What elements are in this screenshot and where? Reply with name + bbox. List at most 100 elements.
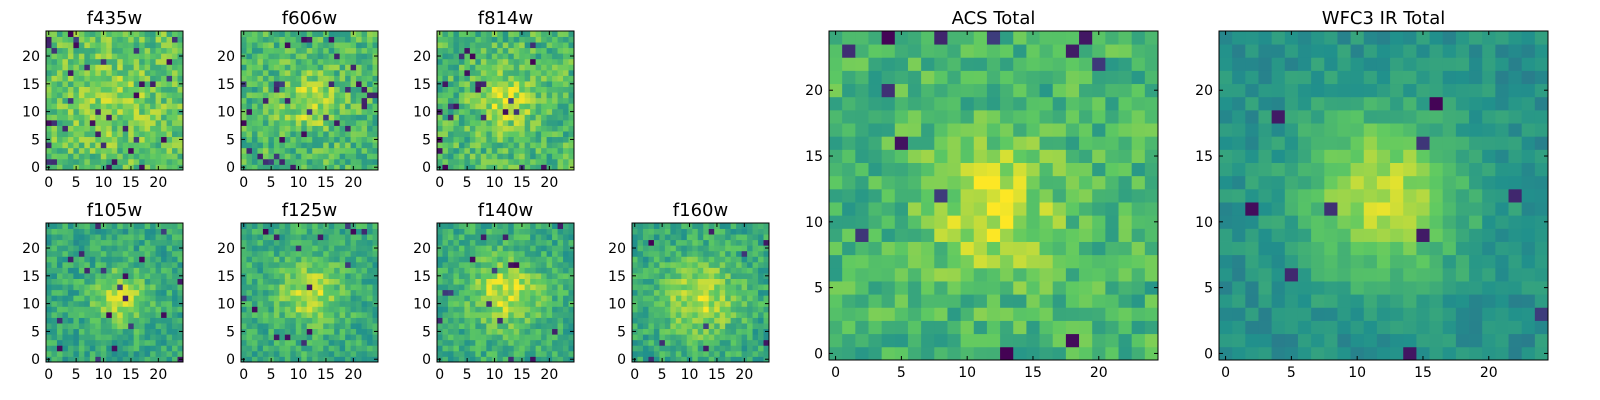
heatmap-cell <box>279 114 286 121</box>
y-tick-label: 0 <box>226 160 235 176</box>
heatmap-cell <box>648 289 655 296</box>
heatmap-cell <box>312 92 319 99</box>
heatmap-cell <box>464 328 471 335</box>
heatmap-cell <box>453 97 460 104</box>
heatmap-cell <box>56 153 63 160</box>
heatmap-cell <box>708 278 715 285</box>
heatmap-cell <box>469 345 476 352</box>
heatmap-cell <box>155 295 162 302</box>
heatmap-cell <box>328 58 335 65</box>
heatmap-cell <box>697 223 704 229</box>
heatmap-cell <box>73 108 80 115</box>
heatmap-cell <box>257 328 264 335</box>
heatmap-cell <box>150 136 156 143</box>
heatmap-cell <box>334 147 341 154</box>
heatmap-cell <box>881 346 896 361</box>
heatmap-cell <box>686 339 693 346</box>
heatmap-cell <box>530 86 537 93</box>
heatmap-cell <box>117 158 124 165</box>
heatmap-cell <box>290 250 297 257</box>
heatmap-cell <box>372 223 379 229</box>
heatmap-cell <box>1079 175 1093 190</box>
heatmap-cell <box>89 267 96 274</box>
heatmap-cell <box>334 92 341 99</box>
heatmap-cell <box>89 114 96 121</box>
heatmap-cell <box>524 75 531 82</box>
heatmap-cell <box>117 147 124 154</box>
heatmap-cell <box>117 334 124 341</box>
heatmap-cell <box>568 228 575 235</box>
heatmap-cell <box>62 328 69 335</box>
heatmap-cell <box>95 328 102 335</box>
heatmap-cell <box>681 289 688 296</box>
heatmap-cell <box>637 311 644 318</box>
heatmap-cell <box>301 273 308 279</box>
heatmap-cell <box>725 311 732 318</box>
heatmap-cell <box>530 289 537 296</box>
heatmap-cell <box>469 300 476 307</box>
heatmap-cell <box>497 223 504 229</box>
heatmap-cell <box>339 239 346 246</box>
heatmap-cell <box>681 317 688 324</box>
heatmap-cell <box>934 254 948 269</box>
heatmap-cell <box>172 350 178 357</box>
heatmap-cell <box>708 306 715 313</box>
heatmap-cell <box>535 114 542 121</box>
heatmap-cell <box>747 356 753 363</box>
heatmap-cell <box>139 97 146 104</box>
heatmap-cell <box>736 239 742 246</box>
heatmap-cell <box>144 58 151 65</box>
heatmap-cell <box>301 108 308 115</box>
heatmap-cell <box>56 58 63 65</box>
heatmap-cell <box>535 256 542 263</box>
heatmap-cell <box>144 36 151 43</box>
heatmap-cell <box>257 295 264 302</box>
heatmap-cell <box>89 164 96 171</box>
heatmap-cell <box>150 47 156 54</box>
heatmap-cell <box>447 278 454 285</box>
heatmap-cell <box>437 119 443 126</box>
heatmap-cell <box>475 339 482 346</box>
heatmap-cell <box>475 108 482 115</box>
heatmap-cell <box>513 64 520 71</box>
heatmap-cell <box>323 284 330 291</box>
heatmap-cell <box>469 356 476 363</box>
heatmap-cell <box>350 317 357 324</box>
heatmap-cell <box>301 58 308 65</box>
heatmap-cell <box>486 81 493 87</box>
heatmap-cell <box>161 239 167 246</box>
heatmap-cell <box>84 317 91 324</box>
heatmap-cell <box>881 215 896 229</box>
heatmap-cell <box>1052 346 1067 361</box>
heatmap-cell <box>535 245 542 252</box>
heatmap-cell <box>161 234 167 241</box>
heatmap-cell <box>78 142 85 149</box>
heatmap-cell <box>563 86 569 93</box>
heatmap-cell <box>497 119 504 126</box>
heatmap-cell <box>301 136 308 143</box>
heatmap-cell <box>921 333 935 348</box>
heatmap-cell <box>246 261 253 268</box>
heatmap-cell <box>367 147 373 154</box>
heatmap-cell <box>78 131 85 138</box>
heatmap-cell <box>442 164 449 171</box>
heatmap-cell <box>241 147 247 154</box>
heatmap-cell <box>334 153 341 160</box>
heatmap-cell <box>166 256 173 263</box>
heatmap-cell <box>268 234 275 241</box>
heatmap-cell <box>84 142 91 149</box>
heatmap-cell <box>356 158 362 165</box>
heatmap-cell <box>453 81 460 87</box>
heatmap-cell <box>497 142 504 149</box>
heatmap-cell <box>95 228 102 235</box>
heatmap-cell <box>486 273 493 279</box>
heatmap-cell <box>133 108 140 115</box>
heatmap-cell <box>51 147 58 154</box>
heatmap-cell <box>442 267 449 274</box>
heatmap-cell <box>730 295 737 302</box>
heatmap-cell <box>177 261 184 268</box>
heatmap-cell <box>301 228 308 235</box>
heatmap-cell <box>290 75 297 82</box>
heatmap-cell <box>730 323 737 330</box>
heatmap-cell <box>100 47 107 54</box>
